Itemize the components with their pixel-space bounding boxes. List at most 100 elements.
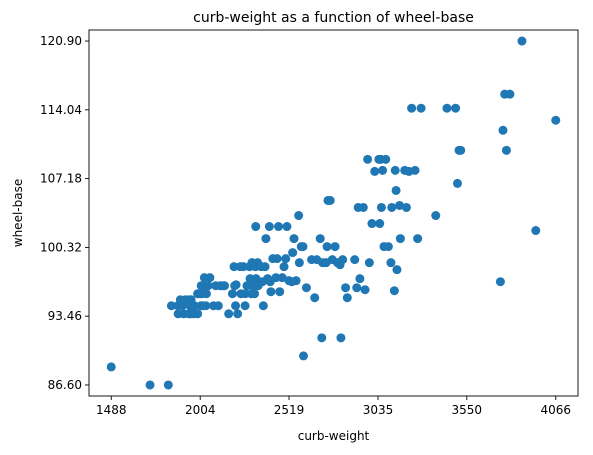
y-tick-label: 86.60 xyxy=(48,378,82,392)
data-point xyxy=(201,289,211,299)
data-point xyxy=(342,293,352,303)
data-point xyxy=(407,103,417,113)
data-point xyxy=(391,185,401,195)
data-point xyxy=(501,145,511,155)
data-point xyxy=(317,333,327,343)
data-point xyxy=(282,222,292,232)
data-point xyxy=(367,219,377,229)
data-point xyxy=(392,265,402,275)
data-point xyxy=(294,211,304,221)
y-tick-label: 93.46 xyxy=(48,309,82,323)
data-point xyxy=(505,89,515,99)
data-point xyxy=(289,234,299,244)
data-point xyxy=(233,309,243,319)
x-axis-label: curb-weight xyxy=(298,429,370,443)
data-point xyxy=(294,258,304,268)
data-point xyxy=(145,380,155,390)
data-point xyxy=(266,287,276,297)
data-point xyxy=(315,234,325,244)
y-tick-label: 100.32 xyxy=(40,240,82,254)
data-point xyxy=(495,277,505,287)
data-point xyxy=(291,276,301,286)
data-points xyxy=(106,36,561,390)
data-point xyxy=(355,274,365,284)
data-point xyxy=(231,301,241,311)
data-point xyxy=(370,166,380,176)
x-tick-label: 3035 xyxy=(363,403,394,417)
data-point xyxy=(341,283,351,293)
data-point xyxy=(498,125,508,135)
data-point xyxy=(451,103,461,113)
data-point xyxy=(410,165,420,175)
data-point xyxy=(205,273,215,283)
data-point xyxy=(277,273,287,283)
data-point xyxy=(358,202,368,212)
data-point xyxy=(531,226,541,236)
data-point xyxy=(456,145,466,155)
data-point xyxy=(231,280,241,290)
data-point xyxy=(261,234,271,244)
data-point xyxy=(363,154,373,164)
data-point xyxy=(352,283,362,293)
data-point xyxy=(330,242,340,252)
data-point xyxy=(274,222,283,232)
data-point xyxy=(203,281,213,291)
data-point xyxy=(201,301,211,311)
data-point xyxy=(213,301,223,311)
data-point xyxy=(364,258,374,268)
data-point xyxy=(387,202,397,212)
y-tick-label: 107.18 xyxy=(40,172,82,186)
data-point xyxy=(395,234,405,244)
data-point xyxy=(395,200,405,210)
plot-area-frame xyxy=(88,29,579,397)
data-point xyxy=(227,289,237,299)
x-tick-label: 1488 xyxy=(96,403,127,417)
data-point xyxy=(401,202,411,212)
data-point xyxy=(390,165,400,175)
data-point xyxy=(260,262,270,272)
data-point xyxy=(264,222,274,232)
data-point xyxy=(383,242,393,252)
data-point xyxy=(517,36,527,46)
data-point xyxy=(381,154,391,164)
data-point xyxy=(275,287,285,297)
data-point xyxy=(240,301,250,311)
data-point xyxy=(338,255,348,265)
data-point xyxy=(220,281,230,291)
data-point xyxy=(190,301,200,311)
y-axis-label: wheel-base xyxy=(11,179,25,247)
data-point xyxy=(250,289,260,299)
data-point xyxy=(551,115,561,125)
x-tick-label: 2519 xyxy=(274,403,305,417)
x-axis-ticks: 1488 2004 2519 3035 3550 4066 xyxy=(96,396,571,417)
data-point xyxy=(375,219,385,229)
y-axis-ticks: 86.60 93.46 100.32 107.18 114.04 120.90 xyxy=(40,34,89,392)
data-point xyxy=(452,178,462,188)
data-point xyxy=(258,301,268,311)
data-point xyxy=(106,362,116,372)
data-point xyxy=(224,309,234,319)
data-point xyxy=(251,222,261,232)
x-tick-label: 4066 xyxy=(540,403,571,417)
data-point xyxy=(431,211,441,221)
x-tick-label: 3550 xyxy=(452,403,483,417)
data-point xyxy=(325,195,335,205)
data-point xyxy=(416,103,426,113)
data-point xyxy=(298,242,308,252)
chart-title: curb-weight as a function of wheel-base xyxy=(193,10,474,26)
data-point xyxy=(229,262,239,272)
data-point xyxy=(413,234,423,244)
data-point xyxy=(271,273,281,283)
x-tick-label: 2004 xyxy=(185,403,216,417)
data-point xyxy=(322,242,332,252)
data-point xyxy=(376,202,386,212)
data-point xyxy=(360,285,370,295)
data-point xyxy=(378,165,388,175)
data-point xyxy=(299,351,308,361)
data-point xyxy=(386,258,396,268)
data-point xyxy=(350,255,360,265)
data-point xyxy=(389,286,399,296)
data-point xyxy=(193,309,203,319)
